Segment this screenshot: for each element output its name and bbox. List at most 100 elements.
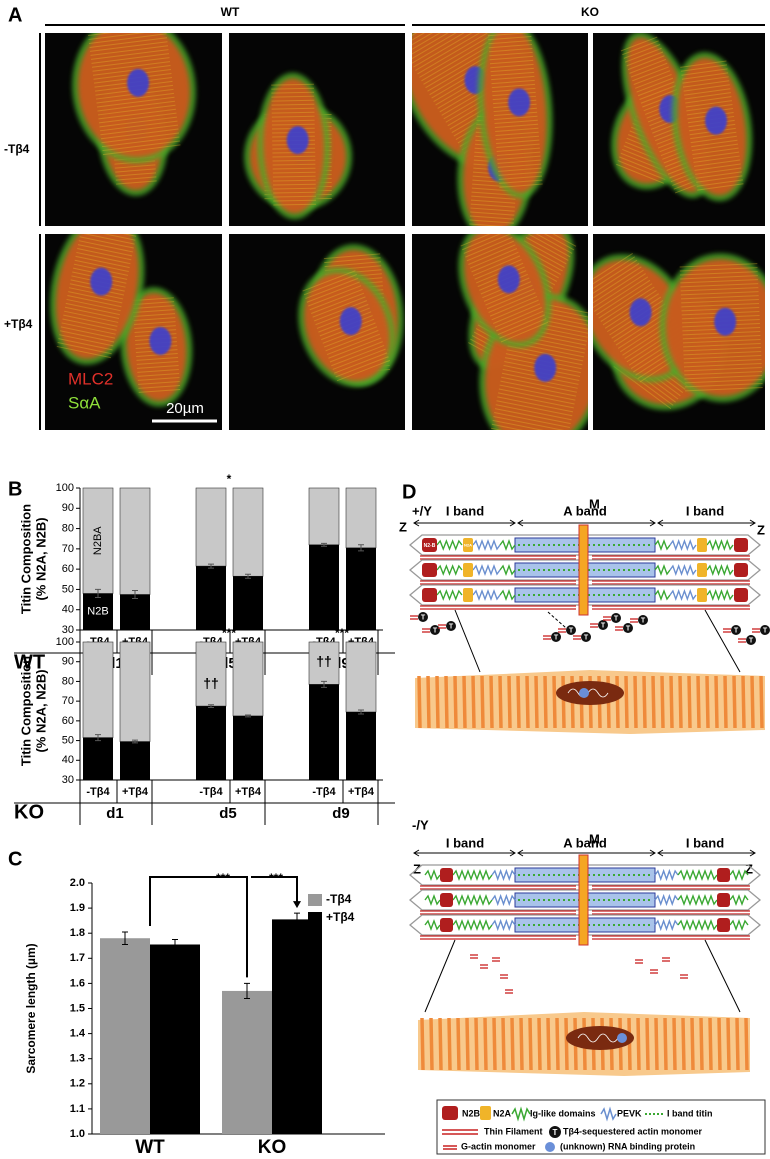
legend-swatch (511, 1106, 531, 1122)
striation (681, 299, 759, 304)
striation (488, 35, 532, 41)
striation (732, 675, 737, 729)
striation (642, 675, 647, 729)
striation (695, 171, 742, 179)
striation (133, 317, 176, 322)
bar (196, 566, 226, 630)
striation (302, 270, 356, 292)
y-tick-label: 60 (62, 563, 74, 575)
t-symbol: T (763, 627, 768, 634)
titin-segment (491, 918, 516, 932)
striation (89, 41, 168, 52)
striation (645, 1017, 650, 1071)
striation (680, 64, 728, 72)
x-tick-label: KO (258, 1137, 287, 1158)
cardiomyocyte (418, 1012, 750, 1076)
striation (472, 255, 521, 277)
micrograph (412, 33, 588, 226)
n2b (717, 918, 730, 932)
striation (412, 33, 480, 61)
striation (498, 388, 575, 405)
y-axis-label: (% N2A, N2B) (33, 517, 48, 600)
striation (115, 168, 156, 173)
band-arrow (657, 849, 756, 857)
striation (271, 107, 315, 110)
m-label: M (589, 831, 600, 846)
panel-label: B (8, 478, 22, 500)
striation (99, 116, 178, 128)
band-arrow (413, 519, 516, 527)
titin-segment (424, 919, 441, 931)
y-tick-label: 1.1 (70, 1103, 85, 1115)
striation (273, 191, 316, 194)
striation (627, 1017, 632, 1071)
nucleus (286, 126, 309, 155)
bracket-arrow (293, 901, 301, 909)
striation (323, 253, 381, 260)
error-bar (95, 588, 101, 599)
striation (491, 423, 568, 430)
significance: *** (222, 626, 236, 640)
striation (681, 295, 759, 300)
n2b (734, 588, 748, 602)
t-symbol: T (601, 622, 606, 629)
bar (346, 711, 376, 780)
box-label: N2A (464, 543, 472, 548)
nucleus (508, 88, 531, 117)
striation (89, 37, 168, 48)
striation (684, 88, 731, 96)
striation (325, 330, 379, 352)
striation (498, 392, 574, 409)
striation (79, 236, 134, 249)
titin-segment (654, 589, 671, 601)
striation (552, 675, 557, 729)
error-bar (245, 714, 251, 718)
striation (594, 276, 649, 312)
n2b (422, 538, 437, 552)
n2a (463, 538, 473, 552)
titin-segment (436, 539, 463, 551)
striation (77, 244, 133, 257)
striation (114, 164, 156, 169)
striation (693, 159, 741, 167)
x-tick-label: +Tβ4 (348, 786, 375, 798)
t-monomer (746, 635, 756, 645)
group-label: WT (14, 651, 45, 673)
y-tick-label: 90 (62, 656, 74, 668)
group-label: KO (14, 801, 44, 823)
striation (470, 211, 515, 216)
bracket (149, 876, 248, 978)
bar (150, 944, 200, 1134)
error-bar (321, 542, 327, 547)
striation (88, 33, 167, 41)
titin-segment (677, 919, 718, 931)
striation (490, 67, 534, 73)
striation (412, 33, 482, 64)
striation (501, 372, 578, 389)
bar-rest (195, 487, 227, 567)
striation (682, 339, 761, 344)
striation (694, 163, 741, 171)
striation (309, 288, 363, 311)
striation (630, 62, 668, 78)
striation (460, 234, 508, 247)
striation (465, 236, 513, 258)
legend-label: N2B (462, 1108, 481, 1118)
panel-label: C (8, 848, 22, 870)
striation (683, 343, 761, 348)
titin-outline (408, 584, 762, 606)
striation (485, 284, 533, 306)
striation (499, 179, 543, 184)
striation (495, 127, 539, 133)
row-label: +Tβ4 (4, 317, 33, 331)
bar (120, 594, 150, 630)
striation (593, 259, 638, 296)
striation (543, 675, 548, 729)
t-monomer (418, 612, 428, 622)
titin-segment (677, 869, 718, 881)
titin-segment (669, 538, 697, 552)
striation (627, 55, 665, 71)
striation (523, 240, 567, 265)
titin-segment (472, 564, 501, 576)
